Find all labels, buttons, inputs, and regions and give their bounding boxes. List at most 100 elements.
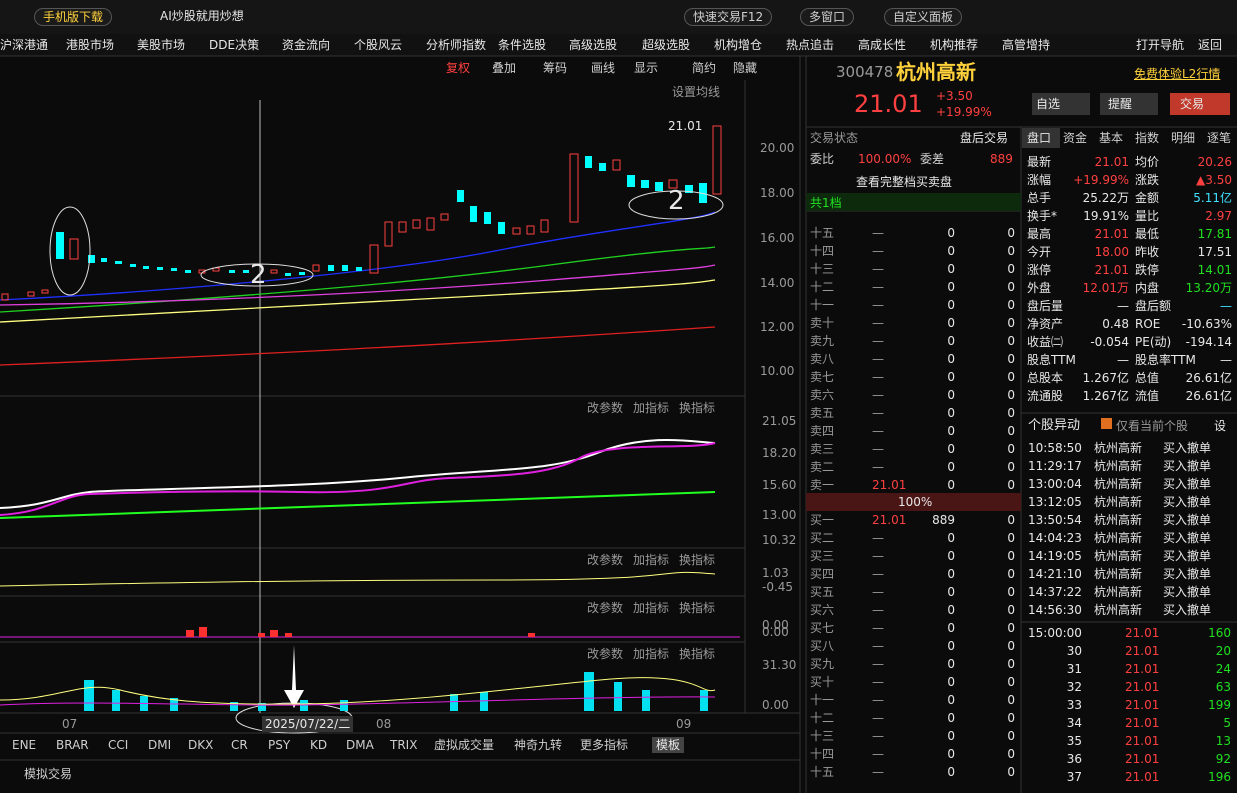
indicator-tab[interactable]: DMA <box>346 738 374 752</box>
chart-tool[interactable]: 隐藏 <box>733 61 758 75</box>
indicator-tab[interactable]: 神奇九转 <box>514 738 563 752</box>
top-bar <box>0 0 1237 34</box>
button[interactable]: 多窗口 <box>800 8 855 26</box>
nav-item[interactable]: 沪深港通 <box>0 38 49 52</box>
quote-label: 最新 <box>1027 155 1052 169</box>
nav-item[interactable]: 条件选股 <box>498 38 547 52</box>
tab[interactable]: 指数 <box>1135 131 1160 145</box>
level-label: 十三 <box>810 729 835 743</box>
panel-button[interactable]: 改参数 <box>587 647 624 661</box>
panel-button[interactable]: 加指标 <box>633 401 670 415</box>
panel-button[interactable]: 改参数 <box>587 401 624 415</box>
chart-tool[interactable]: 显示 <box>634 61 659 75</box>
link[interactable]: 免费体验L2行情 <box>1134 67 1221 81</box>
nav-item[interactable]: 超级选股 <box>642 38 691 52</box>
tick-volume: 13 <box>1215 734 1231 748</box>
link[interactable]: 查看完整档买卖盘 <box>856 175 953 189</box>
tab[interactable]: 资金 <box>1063 131 1088 145</box>
level-volume: 0 <box>947 334 955 348</box>
panel-button[interactable]: 换指标 <box>679 601 716 615</box>
nav-item[interactable]: 个股风云 <box>354 38 403 52</box>
panel-button[interactable]: 加指标 <box>633 601 670 615</box>
panel-button[interactable]: 加指标 <box>633 647 670 661</box>
quote-value: 18.00 <box>1094 245 1129 259</box>
indicator-tab[interactable]: BRAR <box>56 738 89 752</box>
level-price: — <box>872 585 884 599</box>
level-label: 卖九 <box>810 334 835 348</box>
indicator-tab[interactable]: DMI <box>148 738 172 752</box>
button[interactable]: 快速交易F12 <box>684 8 773 26</box>
indicator-tab[interactable]: 模板 <box>652 737 685 753</box>
indicator-tab[interactable]: CR <box>231 738 248 752</box>
indicator-tab[interactable]: 虚拟成交量 <box>434 738 495 752</box>
indicator-tab[interactable]: PSY <box>268 738 291 752</box>
panel-button[interactable]: 改参数 <box>587 553 624 567</box>
level-label: 卖六 <box>810 388 835 402</box>
chart-tool[interactable]: 叠加 <box>492 61 517 75</box>
indicator-tab[interactable]: 更多指标 <box>580 738 629 752</box>
footer-tab[interactable]: 模拟交易 <box>24 767 73 781</box>
btn-bg <box>1100 93 1158 115</box>
nav-item[interactable]: 分析师指数 <box>426 38 487 52</box>
nav-item[interactable]: 热点追击 <box>786 38 835 52</box>
indicator-tab[interactable]: ENE <box>12 738 37 752</box>
level-price: — <box>872 765 884 779</box>
level-count: 0 <box>1007 657 1015 671</box>
quote-value: 25.22万 <box>1082 191 1129 205</box>
tab[interactable]: 基本 <box>1099 131 1124 145</box>
nav-item[interactable]: DDE决策 <box>209 38 260 52</box>
panel-button[interactable]: 换指标 <box>679 553 716 567</box>
level-price: — <box>872 424 884 438</box>
tab[interactable]: 逐笔 <box>1207 131 1232 145</box>
quote-label: 盘后量 <box>1027 299 1064 313</box>
panel-button[interactable]: 加指标 <box>633 553 670 567</box>
button[interactable]: 设 <box>1214 419 1227 433</box>
tick-price: 21.01 <box>1125 734 1160 748</box>
value: 889 <box>990 152 1013 166</box>
chart-tool[interactable]: 画线 <box>591 61 616 75</box>
level-price: — <box>872 406 884 420</box>
indicator-tab[interactable]: CCI <box>108 738 129 752</box>
nav-item[interactable]: 打开导航 <box>1136 38 1185 52</box>
checkbox-label[interactable]: 仅看当前个股 <box>1116 419 1189 433</box>
indicator-tab[interactable]: DKX <box>188 738 214 752</box>
link[interactable]: AI炒股就用炒想 <box>160 9 244 23</box>
chart-tool[interactable]: 筹码 <box>543 61 568 75</box>
chart-tool[interactable]: 简约 <box>692 61 717 75</box>
level-price: — <box>872 693 884 707</box>
level-price: — <box>872 531 884 545</box>
tab[interactable]: 明细 <box>1171 131 1196 145</box>
level-price: — <box>872 334 884 348</box>
indicator-tab[interactable]: TRIX <box>390 738 418 752</box>
nav-item[interactable]: 返回 <box>1198 38 1223 52</box>
alert-time: 11:29:17 <box>1028 459 1082 473</box>
nav-item[interactable]: 美股市场 <box>137 38 186 52</box>
button[interactable]: 提醒 <box>1108 97 1133 111</box>
nav-item[interactable]: 高管增持 <box>1002 38 1051 52</box>
panel-button[interactable]: 换指标 <box>679 647 716 661</box>
checkbox[interactable] <box>1101 418 1112 429</box>
button[interactable]: 交易 <box>1180 97 1205 111</box>
level-label: 十二 <box>810 711 835 725</box>
level-price: — <box>872 298 884 312</box>
nav-item[interactable]: 资金流向 <box>282 38 331 52</box>
alert-type: 买入撤单 <box>1163 585 1212 599</box>
nav-item[interactable]: 高级选股 <box>569 38 618 52</box>
quote-label: 均价 <box>1135 155 1160 169</box>
tab[interactable]: 盘口 <box>1027 131 1052 145</box>
button[interactable]: 自定义面板 <box>884 8 963 26</box>
panel-button[interactable]: 换指标 <box>679 401 716 415</box>
nav-item[interactable]: 机构增仓 <box>714 38 763 52</box>
panel-button[interactable]: 改参数 <box>587 601 624 615</box>
button[interactable]: 手机版下载 <box>34 8 113 26</box>
nav-item[interactable]: 高成长性 <box>858 38 907 52</box>
indicator-tab[interactable]: KD <box>310 738 328 752</box>
button[interactable]: 设置均线 <box>672 85 721 99</box>
nav-item[interactable]: 机构推荐 <box>930 38 979 52</box>
level-volume: 0 <box>947 711 955 725</box>
alert-type: 买入撤单 <box>1163 603 1212 617</box>
nav-item[interactable]: 港股市场 <box>66 38 115 52</box>
chart-tool[interactable]: 复权 <box>446 61 471 75</box>
level-volume: 0 <box>947 567 955 581</box>
button[interactable]: 自选 <box>1036 97 1061 111</box>
